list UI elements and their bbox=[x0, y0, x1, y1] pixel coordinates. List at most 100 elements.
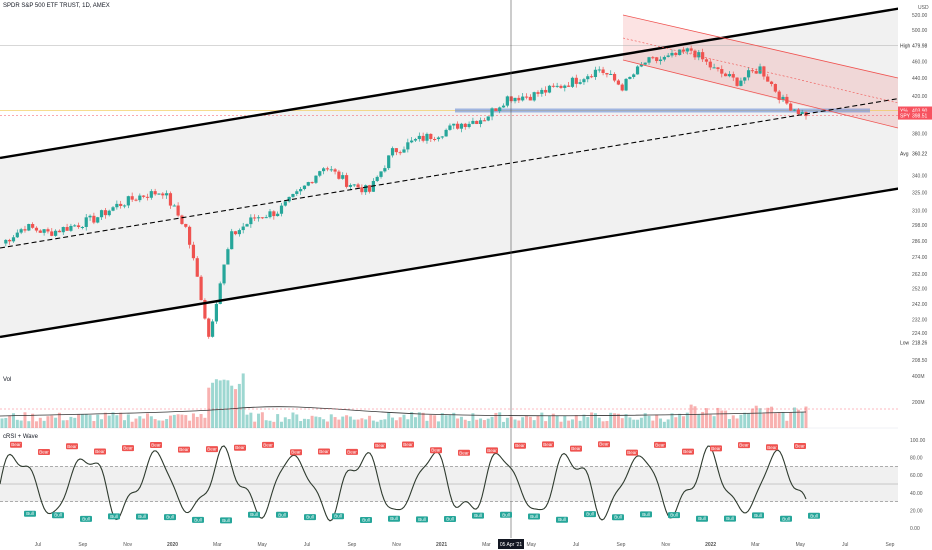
candle-body bbox=[379, 171, 383, 177]
volume-bar bbox=[142, 418, 146, 428]
bear-signal-label: Bear bbox=[207, 447, 217, 452]
bear-signal-label: Bear bbox=[95, 449, 105, 454]
candle-body bbox=[670, 52, 674, 56]
volume-bar bbox=[750, 408, 754, 428]
volume-bar bbox=[429, 414, 433, 428]
volume-bar bbox=[720, 410, 724, 428]
volume-bar bbox=[46, 416, 50, 428]
volume-bar bbox=[743, 412, 747, 428]
volume-bar bbox=[770, 406, 774, 428]
volume-bar bbox=[662, 421, 666, 428]
bear-signal bbox=[402, 441, 414, 448]
volume-bar bbox=[264, 420, 268, 428]
volume-bar bbox=[659, 418, 663, 428]
horizontal-gridlines bbox=[0, 45, 898, 116]
bull-signal-label: Bull bbox=[782, 516, 790, 521]
candle-body bbox=[735, 77, 739, 86]
candle-body bbox=[230, 231, 234, 250]
candle-body bbox=[754, 71, 758, 74]
crosshair-date-label: 05 Apr '21 bbox=[500, 542, 523, 548]
volume-bar bbox=[176, 414, 180, 428]
time-tick-label: 2022 bbox=[705, 542, 716, 548]
candle-body bbox=[704, 59, 709, 62]
candle-body bbox=[57, 230, 62, 233]
candle-body bbox=[291, 193, 295, 197]
time-tick-label: 2020 bbox=[167, 542, 178, 548]
bull-signal bbox=[500, 511, 512, 518]
candle-body bbox=[436, 137, 441, 140]
volume-bar bbox=[578, 420, 582, 428]
candle-body bbox=[115, 203, 119, 208]
volume-bar bbox=[628, 417, 632, 428]
candle-body bbox=[283, 201, 287, 206]
candle-body bbox=[245, 224, 249, 227]
bull-signal-label: Bull bbox=[278, 512, 286, 517]
candle-body bbox=[800, 112, 804, 115]
bull-signal bbox=[136, 513, 148, 520]
volume-bar bbox=[107, 415, 111, 428]
bull-signal-label: Bull bbox=[530, 514, 538, 519]
candle-body bbox=[268, 211, 272, 218]
candle-body bbox=[329, 169, 333, 171]
volume-tick-label: 200M bbox=[912, 400, 925, 406]
bull-signal bbox=[696, 515, 708, 522]
price-badge-value: 360.22 bbox=[912, 152, 928, 158]
volume-bar bbox=[701, 411, 705, 428]
volume-bar bbox=[325, 421, 329, 428]
candle-body bbox=[103, 210, 107, 216]
volume-bar bbox=[245, 414, 249, 428]
bear-signal bbox=[458, 449, 470, 456]
time-tick-label: Sep bbox=[616, 542, 625, 548]
volume-bar bbox=[605, 420, 609, 428]
candle-body bbox=[724, 73, 728, 77]
candle-body bbox=[662, 56, 666, 60]
volume-bar bbox=[23, 412, 27, 428]
candle-body bbox=[674, 52, 678, 56]
volume-bar bbox=[119, 412, 123, 428]
candle-body bbox=[586, 76, 590, 80]
bear-signal-label: Bear bbox=[599, 442, 609, 447]
bear-signal-label: Bear bbox=[375, 443, 385, 448]
volume-bar bbox=[0, 418, 4, 428]
time-tick-label: Mar bbox=[751, 542, 760, 548]
candle-body bbox=[685, 48, 689, 52]
candle-body bbox=[551, 85, 555, 87]
candle-body bbox=[191, 244, 196, 259]
volume-pane-label: Vol bbox=[3, 377, 12, 383]
oscillator-pane-label: cRSI + Wave bbox=[3, 434, 38, 440]
time-tick-label: 2021 bbox=[436, 542, 447, 548]
time-tick-label: May bbox=[796, 542, 806, 548]
candle-body bbox=[402, 149, 406, 153]
bear-signal-label: Bear bbox=[711, 446, 721, 451]
candle-body bbox=[731, 74, 735, 78]
channel-lower-line bbox=[0, 183, 921, 339]
volume-bar bbox=[92, 421, 96, 428]
volume-bar bbox=[570, 419, 574, 428]
candle-body bbox=[383, 168, 387, 172]
candle-body bbox=[73, 225, 77, 227]
bull-signal bbox=[780, 515, 792, 522]
candle-body bbox=[207, 318, 211, 337]
candle-body bbox=[517, 97, 521, 101]
volume-bar bbox=[172, 414, 176, 428]
candle-body bbox=[256, 217, 261, 219]
candle-body bbox=[459, 123, 464, 129]
bear-signal bbox=[94, 448, 106, 455]
candle-body bbox=[647, 57, 651, 63]
volume-bar bbox=[505, 417, 509, 428]
volume-bar bbox=[145, 413, 149, 428]
candle-body bbox=[773, 84, 777, 92]
volume-bar bbox=[800, 411, 804, 428]
volume-bar bbox=[115, 415, 119, 428]
price-tick-label: 325.00 bbox=[912, 191, 928, 197]
bull-signal-label: Bull bbox=[670, 513, 678, 518]
volume-bar bbox=[406, 419, 410, 428]
volume-bar bbox=[613, 413, 617, 428]
bull-signal bbox=[752, 512, 764, 519]
volume-bar bbox=[436, 421, 440, 428]
candle-body bbox=[781, 96, 785, 101]
bull-signal-label: Bull bbox=[698, 516, 706, 521]
volume-bar bbox=[249, 412, 253, 428]
desc-channel-mid bbox=[622, 37, 899, 104]
